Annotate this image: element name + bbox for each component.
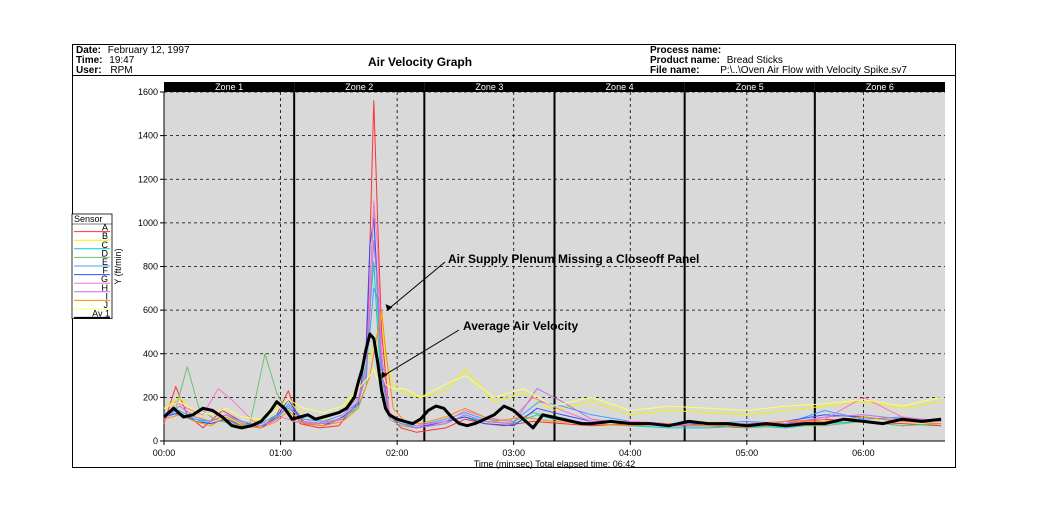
- legend-label: A: [102, 223, 108, 233]
- zone-header: [684, 82, 815, 92]
- user-value: RPM: [110, 65, 133, 76]
- series-line-i: [163, 309, 942, 429]
- legend-label: I: [105, 291, 108, 301]
- product-value: Bread Sticks: [726, 55, 783, 66]
- time-label: Time:: [76, 55, 103, 66]
- x-tick-label: 00:00: [153, 448, 176, 458]
- legend-label: B: [102, 231, 108, 241]
- x-tick-label: 02:00: [386, 448, 409, 458]
- annotation-text: Air Supply Plenum Missing a Closeoff Pan…: [448, 252, 699, 266]
- zone-header: [424, 82, 555, 92]
- legend-title: Sensor: [74, 214, 103, 224]
- y-tick-label: 1600: [138, 87, 158, 97]
- zone-label: Zone 4: [606, 82, 634, 92]
- y-tick-label: 800: [143, 262, 158, 272]
- legend-label: H: [102, 283, 109, 293]
- zone-label: Zone 1: [215, 82, 243, 92]
- legend-label: C: [102, 240, 109, 250]
- zone-header: [814, 82, 945, 92]
- x-tick-label: 06:00: [852, 448, 875, 458]
- zone-label: Zone 2: [345, 82, 373, 92]
- y-tick-label: 0: [153, 436, 158, 446]
- product-row: Product name: Bread Sticks: [650, 56, 783, 66]
- date-label: Date:: [76, 45, 102, 56]
- user-label: User:: [76, 65, 102, 76]
- annotation-text: Average Air Velocity: [463, 319, 578, 333]
- x-tick-label: 03:00: [502, 448, 525, 458]
- x-tick-label: 04:00: [619, 448, 642, 458]
- annotation-arrowhead: [381, 371, 388, 379]
- date-row: Date: February 12, 1997: [76, 46, 190, 56]
- legend-label: Av 1: [92, 309, 110, 319]
- y-tick-label: 1200: [138, 174, 158, 184]
- process-row: Process name:: [650, 46, 721, 56]
- time-value: 19:47: [109, 55, 135, 66]
- file-row: File name: P:\..\Oven Air Flow with Velo…: [650, 66, 907, 76]
- file-value: P:\..\Oven Air Flow with Velocity Spike.…: [720, 65, 907, 76]
- y-tick-label: 1000: [138, 218, 158, 228]
- y-tick-label: 600: [143, 305, 158, 315]
- process-label: Process name:: [650, 45, 722, 56]
- date-value: February 12, 1997: [107, 45, 190, 56]
- series-line-av-1: [162, 332, 942, 430]
- zone-header: [554, 82, 685, 92]
- y-axis-label: Y (ft/min): [113, 248, 123, 284]
- legend-label: G: [101, 274, 108, 284]
- x-tick-label: 05:00: [736, 448, 759, 458]
- x-tick-label: 01:00: [269, 448, 292, 458]
- y-tick-label: 200: [143, 392, 158, 402]
- legend-label: D: [102, 248, 109, 258]
- legend-label: E: [102, 257, 108, 267]
- legend-label: F: [103, 266, 109, 276]
- chart-title: Air Velocity Graph: [368, 55, 473, 69]
- zone-header: [164, 82, 295, 92]
- zone-label: Zone 6: [866, 82, 894, 92]
- annotation-arrow: [389, 261, 446, 309]
- x-axis-label: Time (min:sec) Total elapsed time: 06:42: [474, 459, 636, 469]
- zone-label: Zone 3: [475, 82, 503, 92]
- annotation-arrowhead: [385, 304, 393, 312]
- product-label: Product name:: [650, 55, 721, 66]
- time-row: Time: 19:47: [76, 56, 134, 66]
- user-row: User: RPM: [76, 66, 133, 76]
- legend-label: J: [104, 300, 109, 310]
- zone-label: Zone 5: [736, 82, 764, 92]
- y-tick-label: 400: [143, 349, 158, 359]
- annotation-arrow: [383, 329, 460, 376]
- zone-header: [294, 82, 425, 92]
- y-tick-label: 1400: [138, 131, 158, 141]
- file-label: File name:: [650, 65, 700, 76]
- header-divider: [73, 75, 955, 76]
